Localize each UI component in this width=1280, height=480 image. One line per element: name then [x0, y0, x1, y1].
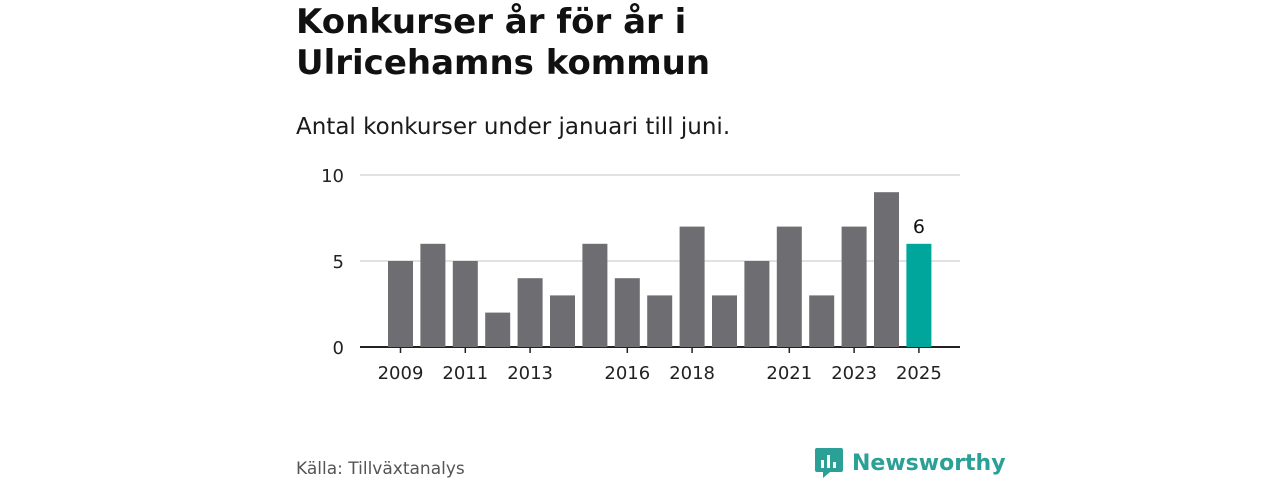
bar-2020 — [744, 261, 770, 347]
bar-2021 — [776, 226, 802, 347]
x-tick-label: 2018 — [669, 363, 715, 384]
bar-chart: 0 5 10 6 2009 2011 2013 2016 2018 2021 2023 2025 — [321, 166, 960, 384]
chart-title: Konkurser år för år i Ulricehamns kommun — [296, 2, 711, 83]
y-tick-label: 5 — [333, 252, 344, 273]
bar-2016 — [614, 278, 640, 347]
x-tick-label: 2021 — [766, 363, 812, 384]
x-tick-label: 2016 — [604, 363, 650, 384]
bar-2012 — [485, 312, 511, 347]
bar-2022 — [809, 295, 835, 347]
newsworthy-logo-icon — [815, 448, 843, 478]
y-tick-label: 10 — [321, 166, 344, 187]
bar-2023 — [841, 226, 867, 347]
bar-2017 — [647, 295, 673, 347]
newsworthy-logo[interactable]: Newsworthy — [814, 446, 1006, 480]
x-tick-label: 2009 — [378, 363, 424, 384]
bar-2015 — [582, 243, 608, 347]
bar-2009 — [388, 261, 413, 347]
bar-2014 — [550, 295, 575, 347]
bar-2011 — [452, 261, 478, 347]
bar-2013 — [517, 278, 543, 347]
x-tick-label: 2023 — [831, 363, 877, 384]
chart-subtitle: Antal konkurser under januari till juni. — [296, 114, 731, 140]
source-note: Källa: Tillväxtanalys — [296, 459, 465, 479]
bars — [388, 192, 932, 347]
y-tick-label: 0 — [333, 338, 344, 359]
data-label-2025: 6 — [913, 216, 925, 238]
bar-2025 — [906, 243, 932, 347]
bar-2019 — [712, 295, 737, 347]
bar-2010 — [420, 243, 446, 347]
x-tick-label: 2013 — [507, 363, 553, 384]
tick-labels: 0 5 10 6 2009 2011 2013 2016 2018 2021 2023 2025 — [321, 166, 942, 384]
x-tick-label: 2011 — [442, 363, 488, 384]
x-tick-label: 2025 — [896, 363, 942, 384]
bar-2018 — [679, 226, 705, 347]
bar-2024 — [874, 192, 899, 347]
brand-name: Newsworthy — [852, 450, 1006, 476]
